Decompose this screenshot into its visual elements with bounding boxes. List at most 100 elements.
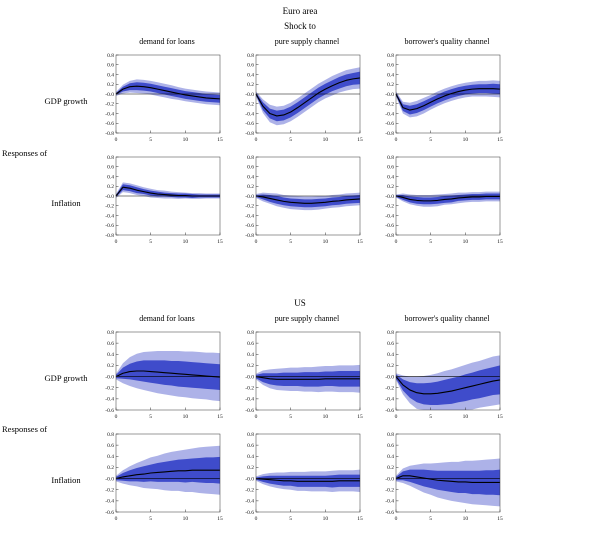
svg-text:0.6: 0.6 bbox=[247, 341, 254, 347]
svg-text:-0.0: -0.0 bbox=[245, 476, 254, 482]
svg-text:-0.8: -0.8 bbox=[245, 131, 254, 137]
svg-text:0.8: 0.8 bbox=[247, 432, 254, 438]
row-label-gdp-growth: GDP growth bbox=[44, 96, 88, 107]
section-title: Euro area bbox=[282, 6, 318, 16]
svg-text:15: 15 bbox=[357, 239, 363, 245]
svg-text:0.8: 0.8 bbox=[387, 53, 394, 59]
svg-text:15: 15 bbox=[357, 516, 363, 522]
svg-text:0: 0 bbox=[255, 137, 258, 143]
chart-us-inflation-supply: 0.8 0.6 0.4 0.2 -0.0 -0.2 -0.4 -0.6 0 5 10 15 bbox=[230, 430, 370, 530]
svg-text:0.2: 0.2 bbox=[247, 82, 254, 88]
svg-text:-0.8: -0.8 bbox=[385, 233, 394, 239]
svg-text:0.2: 0.2 bbox=[387, 184, 394, 190]
svg-text:0.8: 0.8 bbox=[387, 330, 394, 336]
svg-text:0.2: 0.2 bbox=[387, 465, 394, 471]
column-headers: demand for loans pure supply channel bor… bbox=[0, 37, 600, 51]
svg-text:-0.8: -0.8 bbox=[105, 233, 114, 239]
svg-text:0.6: 0.6 bbox=[387, 165, 394, 171]
row-gdp: GDP growth 0.8 0.6 0.4 0.2 -0.0 -0.2 -0.4 -0.6 -… bbox=[0, 51, 600, 153]
svg-text:0.2: 0.2 bbox=[107, 184, 114, 190]
svg-text:0.4: 0.4 bbox=[107, 72, 114, 78]
irf-plot: 0.8 0.6 0.4 0.2 -0.0 -0.2 -0.4 -0.60 5 10 15 bbox=[385, 432, 503, 522]
svg-text:0.6: 0.6 bbox=[107, 341, 114, 347]
svg-text:-0.6: -0.6 bbox=[245, 510, 254, 516]
svg-text:0.4: 0.4 bbox=[247, 454, 254, 460]
svg-text:0: 0 bbox=[255, 516, 258, 522]
svg-text:0: 0 bbox=[395, 414, 398, 420]
svg-text:15: 15 bbox=[357, 137, 363, 143]
svg-text:0.2: 0.2 bbox=[247, 363, 254, 369]
svg-text:10: 10 bbox=[463, 414, 469, 420]
svg-text:-0.0: -0.0 bbox=[105, 92, 114, 98]
row-label-inflation: Inflation bbox=[51, 198, 81, 209]
svg-text:0.2: 0.2 bbox=[247, 465, 254, 471]
chart-euro-gdp-demand: 0.8 0.6 0.4 0.2 -0.0 -0.2 -0.4 -0.6 -0.8 0 5 10 15 bbox=[90, 51, 230, 151]
svg-text:0: 0 bbox=[255, 239, 258, 245]
svg-text:-0.6: -0.6 bbox=[245, 408, 254, 414]
row-inflation: Inflation 0.8 0.6 0.4 0.2 -0.0 -0.2 -0.4 -0.6 0 5… bbox=[0, 430, 600, 532]
svg-text:10: 10 bbox=[463, 137, 469, 143]
svg-text:-0.0: -0.0 bbox=[245, 92, 254, 98]
svg-text:15: 15 bbox=[217, 414, 223, 420]
svg-text:-0.8: -0.8 bbox=[245, 233, 254, 239]
chart-us-gdp-supply: 0.8 0.6 0.4 0.2 -0.0 -0.2 -0.4 -0.6 0 5 10 15 bbox=[230, 328, 370, 428]
svg-text:0.4: 0.4 bbox=[247, 352, 254, 358]
svg-text:15: 15 bbox=[217, 239, 223, 245]
chart-euro-gdp-supply: 0.8 0.6 0.4 0.2 -0.0 -0.2 -0.4 -0.6 -0.8 0 5 10 15 bbox=[230, 51, 370, 151]
col-head-demand: demand for loans bbox=[139, 37, 195, 46]
svg-text:5: 5 bbox=[149, 137, 152, 143]
irf-plot: 0.8 0.6 0.4 0.2 -0.0 -0.2 -0.4 -0.6 -0.80 5 10 15 bbox=[245, 53, 363, 143]
svg-text:0.2: 0.2 bbox=[107, 82, 114, 88]
row-gdp: GDP growth 0.8 0.6 0.4 0.2 -0.0 -0.2 -0.4 -0.6 0… bbox=[0, 328, 600, 430]
svg-text:0.6: 0.6 bbox=[247, 165, 254, 171]
svg-text:0.4: 0.4 bbox=[107, 352, 114, 358]
chart-us-gdp-demand: 0.8 0.6 0.4 0.2 -0.0 -0.2 -0.4 -0.6 0 5 10 15 bbox=[90, 328, 230, 428]
svg-text:-0.0: -0.0 bbox=[385, 194, 394, 200]
svg-text:10: 10 bbox=[323, 239, 329, 245]
svg-text:15: 15 bbox=[217, 137, 223, 143]
row-label-gdp-growth: GDP growth bbox=[44, 373, 88, 384]
svg-text:5: 5 bbox=[149, 239, 152, 245]
svg-text:-0.2: -0.2 bbox=[245, 386, 254, 392]
svg-text:-0.2: -0.2 bbox=[245, 102, 254, 108]
svg-text:15: 15 bbox=[357, 414, 363, 420]
svg-text:0: 0 bbox=[395, 239, 398, 245]
section-title: US bbox=[294, 298, 306, 308]
svg-text:-0.6: -0.6 bbox=[385, 408, 394, 414]
svg-text:-0.2: -0.2 bbox=[245, 488, 254, 494]
svg-text:0.4: 0.4 bbox=[387, 72, 394, 78]
svg-text:-0.4: -0.4 bbox=[105, 397, 114, 403]
col-head-demand: demand for loans bbox=[139, 314, 195, 323]
svg-text:10: 10 bbox=[183, 239, 189, 245]
svg-text:-0.4: -0.4 bbox=[385, 499, 394, 505]
svg-text:0.4: 0.4 bbox=[107, 174, 114, 180]
svg-text:10: 10 bbox=[323, 516, 329, 522]
svg-text:-0.0: -0.0 bbox=[105, 374, 114, 380]
svg-text:0.4: 0.4 bbox=[247, 174, 254, 180]
svg-text:0.8: 0.8 bbox=[387, 432, 394, 438]
row-inflation: Inflation 0.8 0.6 0.4 0.2 -0.0 -0.2 -0.4 -0.6 -0… bbox=[0, 153, 600, 255]
responses-of-label: Responses of bbox=[2, 148, 48, 158]
irf-plot: 0.8 0.6 0.4 0.2 -0.0 -0.2 -0.4 -0.6 -0.80 5 10 15 bbox=[105, 53, 223, 143]
section-us: US demand for loans pure supply channel … bbox=[0, 298, 600, 532]
svg-text:5: 5 bbox=[149, 516, 152, 522]
svg-text:-0.6: -0.6 bbox=[385, 121, 394, 127]
svg-text:5: 5 bbox=[149, 414, 152, 420]
svg-text:-0.8: -0.8 bbox=[385, 131, 394, 137]
svg-text:0: 0 bbox=[115, 239, 118, 245]
svg-text:15: 15 bbox=[497, 137, 503, 143]
svg-text:-0.0: -0.0 bbox=[105, 194, 114, 200]
svg-text:-0.4: -0.4 bbox=[385, 111, 394, 117]
svg-text:15: 15 bbox=[497, 239, 503, 245]
irf-plot: 0.8 0.6 0.4 0.2 -0.0 -0.2 -0.4 -0.60 5 10 15 bbox=[245, 432, 363, 522]
svg-text:0.4: 0.4 bbox=[387, 174, 394, 180]
svg-text:5: 5 bbox=[429, 516, 432, 522]
svg-text:0.6: 0.6 bbox=[107, 165, 114, 171]
svg-text:0: 0 bbox=[395, 516, 398, 522]
svg-text:0.8: 0.8 bbox=[107, 53, 114, 59]
svg-text:0: 0 bbox=[255, 414, 258, 420]
col-head-supply: pure supply channel bbox=[274, 37, 340, 46]
svg-text:-0.0: -0.0 bbox=[385, 92, 394, 98]
svg-text:0.6: 0.6 bbox=[387, 341, 394, 347]
svg-text:-0.6: -0.6 bbox=[385, 223, 394, 229]
